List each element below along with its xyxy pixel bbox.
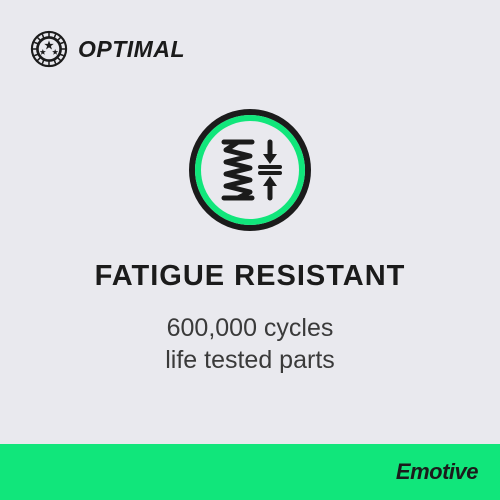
optimal-badge-icon [30, 30, 68, 68]
feature-headline: FATIGUE RESISTANT [95, 260, 406, 293]
promo-card: OPTIMAL [0, 0, 500, 500]
brand-name: OPTIMAL [78, 36, 185, 63]
feature-block: FATIGUE RESISTANT 600,000 cycles life te… [30, 68, 470, 444]
content-area: OPTIMAL [0, 0, 500, 444]
feature-sub-line2: life tested parts [165, 345, 335, 376]
footer-brand: Emotive [396, 459, 478, 485]
spring-compress-icon [186, 106, 314, 234]
footer-bar: Emotive [0, 444, 500, 500]
feature-subtext: 600,000 cycles life tested parts [165, 313, 335, 376]
brand-row: OPTIMAL [30, 30, 470, 68]
feature-sub-line1: 600,000 cycles [165, 313, 335, 344]
